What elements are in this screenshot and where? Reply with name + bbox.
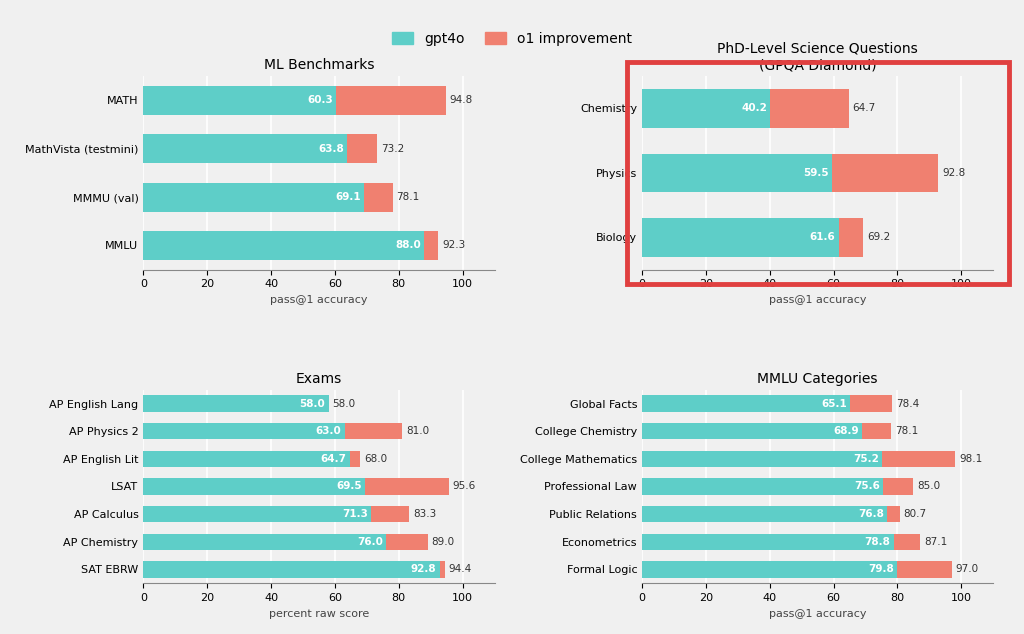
Text: 58.0: 58.0 [333, 399, 355, 408]
Text: 94.4: 94.4 [449, 564, 472, 574]
Bar [143, 395, 329, 412]
Text: 88.0: 88.0 [395, 240, 421, 250]
Bar [366, 478, 449, 495]
Bar [336, 86, 446, 115]
X-axis label: pass@1 accuracy: pass@1 accuracy [769, 609, 866, 619]
Text: 78.4: 78.4 [896, 399, 920, 408]
Title: Exams: Exams [296, 372, 342, 385]
Text: 97.0: 97.0 [955, 564, 979, 574]
Text: 40.2: 40.2 [741, 103, 767, 113]
Text: 69.2: 69.2 [867, 233, 890, 242]
Bar [642, 561, 897, 578]
Bar [344, 423, 402, 439]
Bar [143, 86, 336, 115]
Text: 68.0: 68.0 [365, 454, 387, 464]
Bar [350, 451, 360, 467]
Bar [143, 423, 344, 439]
Text: 78.1: 78.1 [895, 426, 919, 436]
X-axis label: percent raw score: percent raw score [269, 609, 369, 619]
Bar [347, 134, 377, 163]
Bar [850, 395, 892, 412]
Bar [642, 153, 833, 192]
Bar [897, 561, 951, 578]
Text: 65.1: 65.1 [821, 399, 847, 408]
Bar [143, 506, 371, 522]
Text: 92.8: 92.8 [411, 564, 436, 574]
Text: 64.7: 64.7 [852, 103, 876, 113]
Bar [882, 451, 955, 467]
Text: 63.8: 63.8 [318, 144, 344, 153]
Bar [143, 183, 364, 212]
Bar [887, 506, 900, 522]
Bar [642, 89, 770, 127]
Bar [143, 478, 366, 495]
Text: 75.2: 75.2 [853, 454, 879, 464]
Text: 78.8: 78.8 [864, 537, 891, 547]
Title: ML Benchmarks: ML Benchmarks [264, 58, 374, 72]
Text: 59.5: 59.5 [803, 168, 828, 178]
Bar [862, 423, 892, 439]
Text: 76.0: 76.0 [357, 537, 383, 547]
Text: 81.0: 81.0 [406, 426, 429, 436]
Bar [642, 478, 884, 495]
Text: 98.1: 98.1 [959, 454, 982, 464]
X-axis label: pass@1 accuracy: pass@1 accuracy [769, 295, 866, 305]
Text: 75.6: 75.6 [854, 481, 881, 491]
Bar [642, 395, 850, 412]
Text: 87.1: 87.1 [924, 537, 947, 547]
X-axis label: pass@1 accuracy: pass@1 accuracy [270, 295, 368, 305]
Bar [642, 218, 839, 257]
Bar [642, 533, 894, 550]
Title: PhD-Level Science Questions
(GPQA Diamond): PhD-Level Science Questions (GPQA Diamon… [717, 42, 919, 72]
Text: 68.9: 68.9 [834, 426, 859, 436]
Text: 78.1: 78.1 [396, 192, 420, 202]
Text: 64.7: 64.7 [321, 454, 347, 464]
Text: 89.0: 89.0 [431, 537, 455, 547]
Text: 95.6: 95.6 [453, 481, 476, 491]
Title: MMLU Categories: MMLU Categories [758, 372, 878, 385]
Bar [839, 218, 863, 257]
Text: 60.3: 60.3 [307, 95, 333, 105]
Bar [642, 423, 862, 439]
Text: 61.6: 61.6 [810, 233, 836, 242]
Bar [364, 183, 393, 212]
Bar [143, 451, 350, 467]
Bar [371, 506, 410, 522]
Text: 83.3: 83.3 [413, 509, 436, 519]
Text: 85.0: 85.0 [918, 481, 940, 491]
Bar [386, 533, 427, 550]
Text: 92.3: 92.3 [442, 240, 465, 250]
Text: 71.3: 71.3 [342, 509, 368, 519]
Text: 73.2: 73.2 [381, 144, 404, 153]
Bar [833, 153, 938, 192]
Text: 58.0: 58.0 [300, 399, 326, 408]
Text: 63.0: 63.0 [315, 426, 341, 436]
Text: 69.5: 69.5 [337, 481, 362, 491]
Bar [143, 533, 386, 550]
Bar [884, 478, 913, 495]
Bar [143, 134, 347, 163]
Bar [894, 533, 921, 550]
Bar [143, 561, 439, 578]
Bar [642, 451, 882, 467]
Text: 76.8: 76.8 [858, 509, 884, 519]
Text: 69.1: 69.1 [335, 192, 360, 202]
Bar [770, 89, 849, 127]
Bar [642, 506, 887, 522]
Text: 92.8: 92.8 [942, 168, 966, 178]
Text: 94.8: 94.8 [450, 95, 473, 105]
Bar [439, 561, 444, 578]
Legend: gpt4o, o1 improvement: gpt4o, o1 improvement [386, 26, 638, 51]
Bar [424, 231, 438, 260]
Text: 79.8: 79.8 [868, 564, 894, 574]
Text: 80.7: 80.7 [903, 509, 927, 519]
Bar [143, 231, 424, 260]
